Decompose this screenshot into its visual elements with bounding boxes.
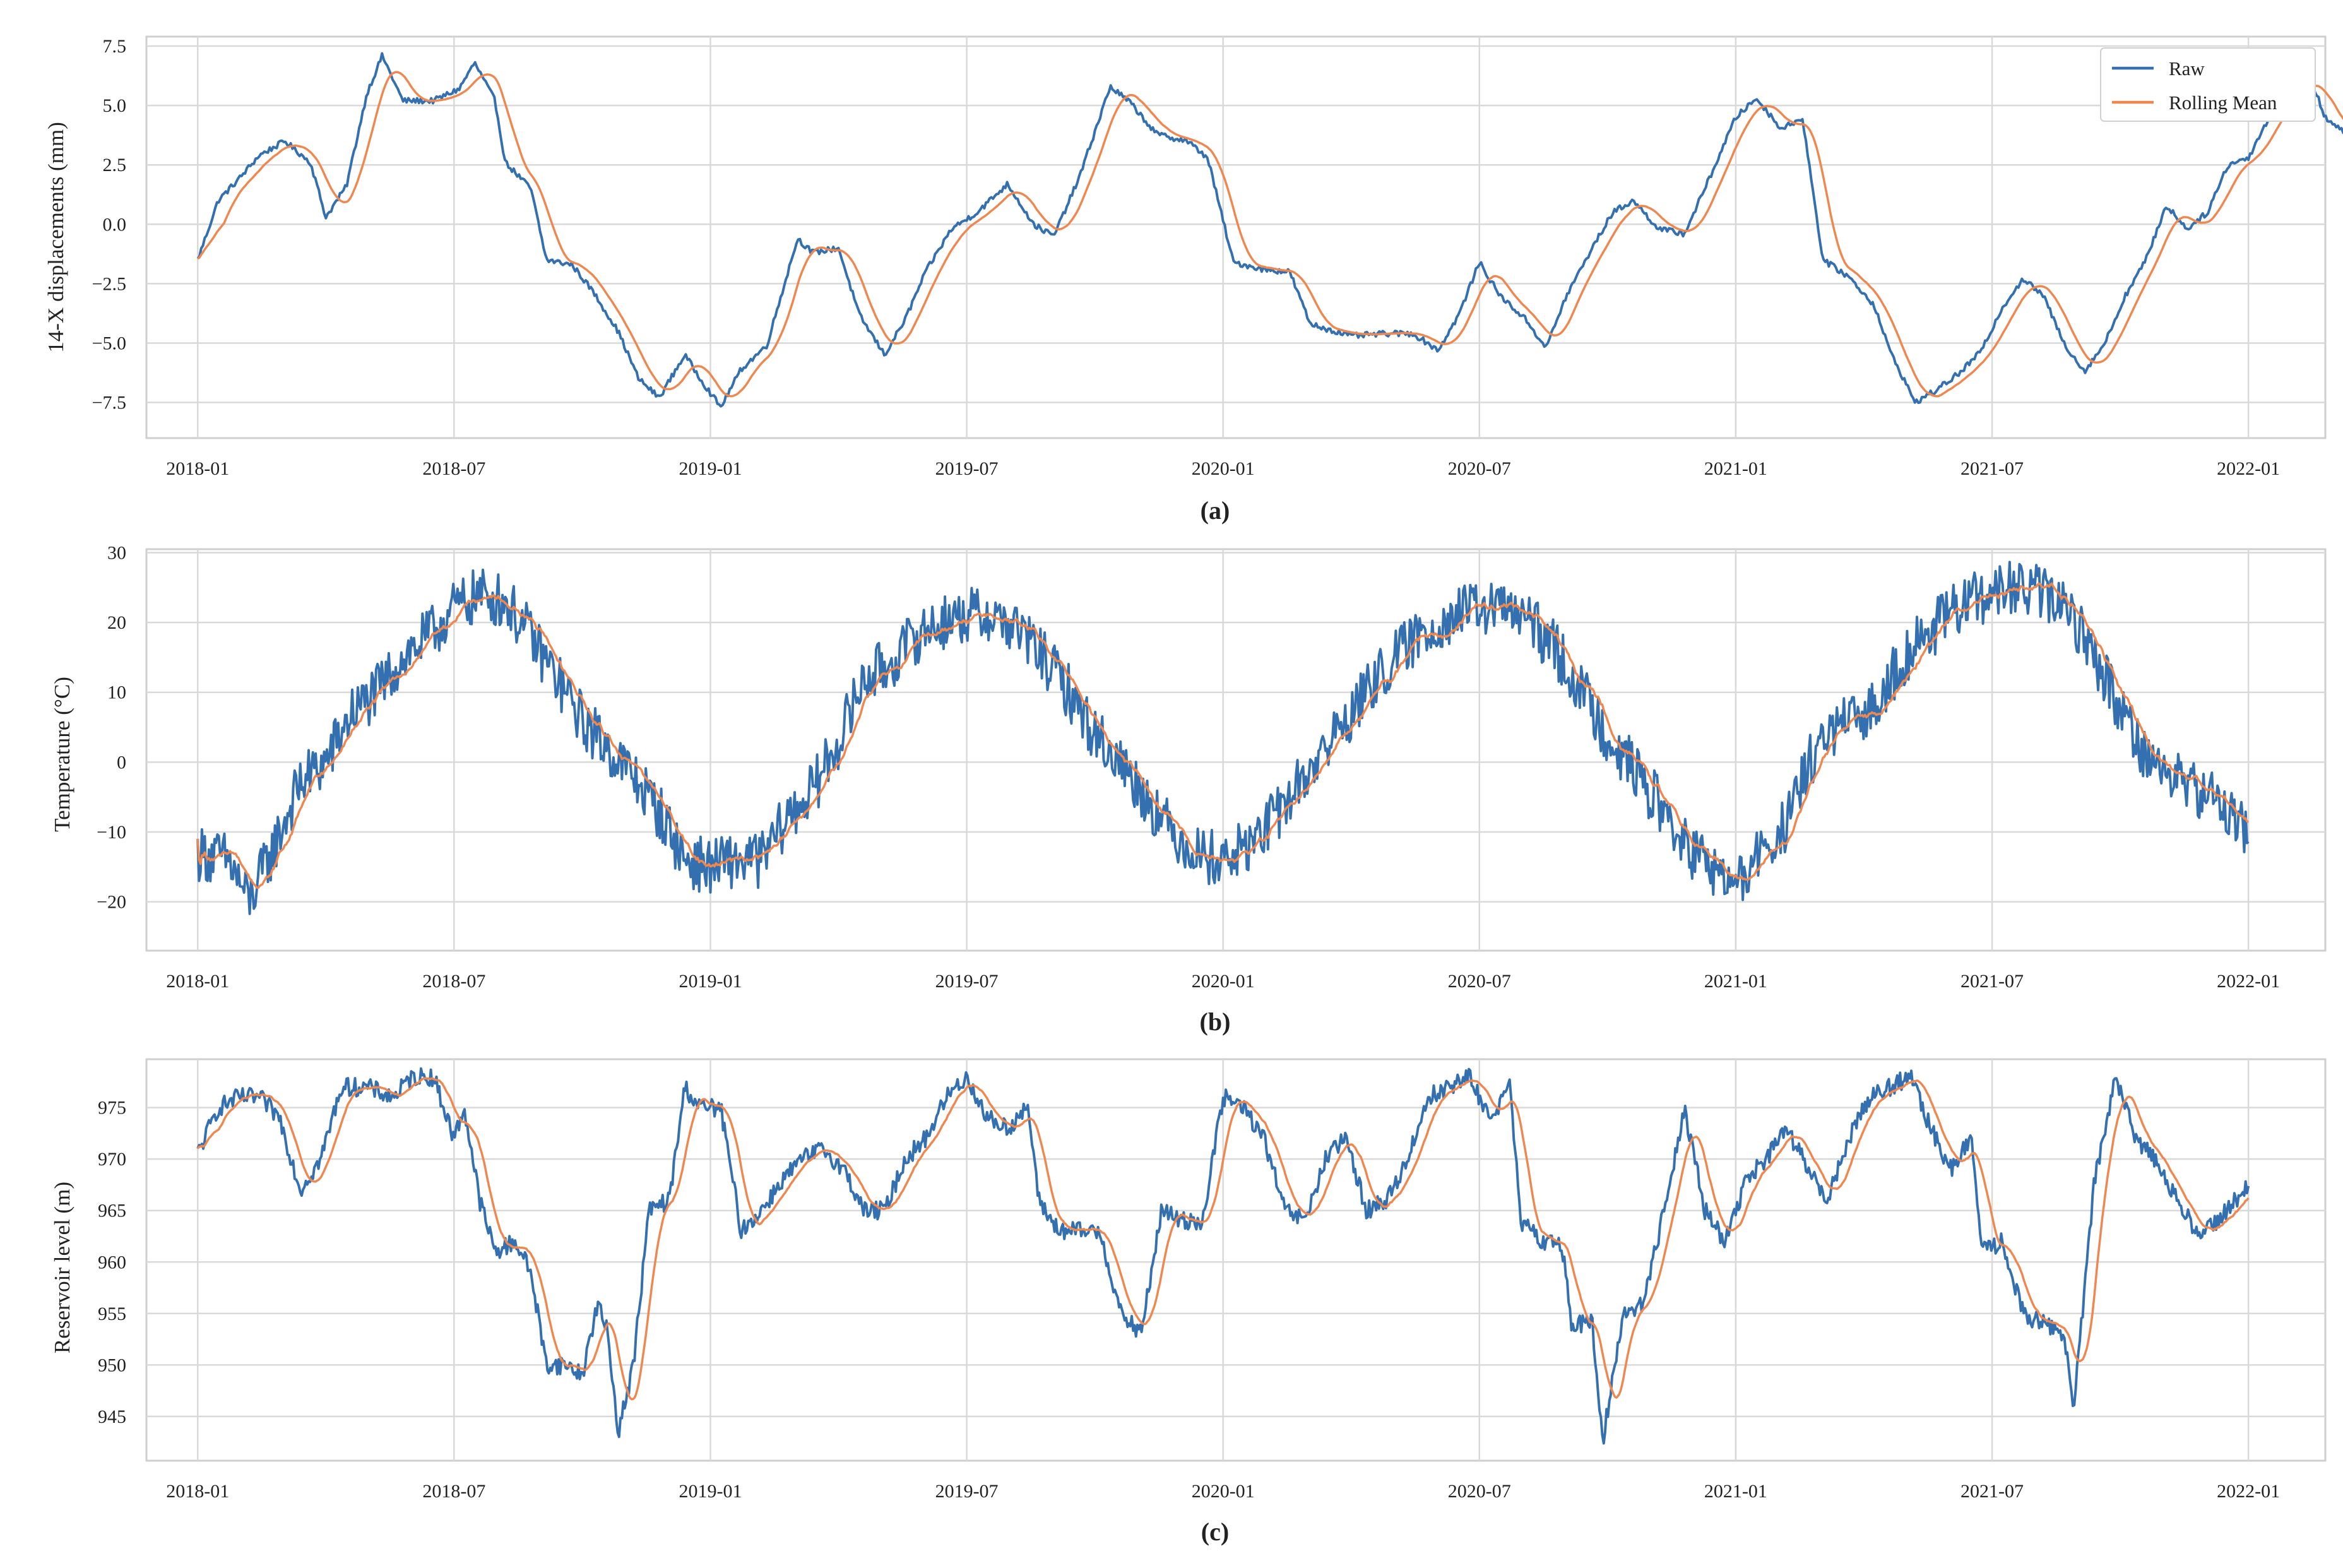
y-tick-label-c: 965 — [98, 1201, 126, 1221]
lines-a — [196, 52, 2343, 408]
x-tick-label-b: 2019-01 — [679, 971, 742, 992]
x-tick-label-a: 2021-01 — [1704, 458, 1767, 479]
y-tick-label-c: 955 — [98, 1304, 126, 1324]
series-line-raw-b — [196, 561, 2250, 915]
x-tick-label-c: 2018-07 — [422, 1481, 485, 1502]
panel-a: 2018-01 2018-07 2019-01 2019-07 2020-01 2020-… — [44, 35, 2343, 525]
x-tick-label-b: 2018-07 — [422, 971, 485, 992]
y-axis-label-c: Reservoir level (m) — [50, 1182, 74, 1353]
series-line-raw-a — [196, 52, 2343, 408]
legend-label-rolling: Rolling Mean — [2169, 92, 2277, 114]
x-tick-label-b: 2018-01 — [166, 971, 229, 992]
y-tick-label-b: 10 — [107, 682, 126, 703]
plot-area-a — [145, 35, 2327, 439]
grid-b — [146, 549, 2325, 951]
lines-c — [196, 1067, 2250, 1445]
x-tick-label-c: 2020-01 — [1192, 1481, 1255, 1502]
y-axis-label-a: 14-X displacements (mm) — [44, 122, 68, 352]
y-tick-label-a: 5.0 — [103, 95, 127, 116]
ticks-a: 2018-01 2018-07 2019-01 2019-07 2020-01 2020-… — [92, 36, 2281, 479]
panel-b: 2018-01 2018-07 2019-01 2019-07 2020-01 2020-… — [50, 543, 2327, 1036]
ticks-c: 2018-01 2018-07 2019-01 2019-07 2020-01 2020-… — [98, 1098, 2280, 1502]
legend-box — [2100, 47, 2316, 122]
x-tick-label-a: 2018-07 — [422, 458, 485, 479]
legend: Raw Rolling Mean — [2100, 47, 2316, 122]
series-line-rolling-mean-a — [197, 71, 2343, 398]
caption-c: (c) — [1201, 1518, 1229, 1546]
x-tick-label-b: 2021-01 — [1704, 971, 1767, 992]
panel-c: 2018-01 2018-07 2019-01 2019-07 2020-01 2020-… — [50, 1058, 2327, 1546]
caption-b: (b) — [1200, 1007, 1231, 1036]
y-tick-label-a: −5.0 — [92, 333, 126, 353]
x-tick-label-a: 2020-01 — [1192, 458, 1255, 479]
y-tick-label-c: 975 — [98, 1098, 126, 1119]
y-tick-label-a: 7.5 — [103, 36, 127, 57]
y-tick-label-b: −10 — [97, 822, 126, 843]
x-tick-label-a: 2021-07 — [1960, 458, 2024, 479]
y-tick-label-c: 960 — [98, 1252, 126, 1273]
y-tick-label-b: −20 — [97, 892, 126, 913]
x-tick-label-a: 2020-07 — [1448, 458, 1511, 479]
x-tick-label-c: 2020-07 — [1448, 1481, 1511, 1502]
y-tick-label-a: −7.5 — [92, 393, 126, 413]
y-axis-label-b: Temperature (°C) — [50, 677, 74, 832]
x-tick-label-a: 2019-01 — [679, 458, 742, 479]
x-tick-label-c: 2018-01 — [166, 1481, 229, 1502]
y-tick-label-a: 0.0 — [103, 214, 127, 235]
y-tick-label-b: 30 — [107, 543, 126, 564]
y-tick-label-a: 2.5 — [103, 155, 127, 175]
y-tick-label-c: 970 — [98, 1149, 126, 1170]
y-tick-label-a: −2.5 — [92, 273, 126, 294]
x-tick-label-b: 2019-07 — [935, 971, 999, 992]
x-tick-label-b: 2021-07 — [1960, 971, 2024, 992]
grid-c — [146, 1059, 2325, 1461]
y-tick-label-c: 950 — [98, 1355, 126, 1375]
lines-b — [196, 561, 2250, 915]
plot-area-c — [145, 1058, 2327, 1462]
x-tick-label-c: 2022-01 — [2217, 1481, 2280, 1502]
x-tick-label-a: 2018-01 — [166, 458, 229, 479]
legend-label-raw: Raw — [2169, 57, 2205, 80]
x-tick-label-c: 2021-01 — [1704, 1481, 1767, 1502]
x-tick-label-b: 2022-01 — [2217, 971, 2280, 992]
y-tick-label-b: 0 — [117, 752, 126, 773]
x-tick-label-b: 2020-01 — [1192, 971, 1255, 992]
x-tick-label-b: 2020-07 — [1448, 971, 1511, 992]
caption-a: (a) — [1201, 496, 1230, 525]
y-tick-label-b: 20 — [107, 612, 126, 633]
y-tick-label-c: 945 — [98, 1406, 126, 1427]
grid-a — [146, 37, 2325, 438]
x-tick-label-a: 2022-01 — [2217, 458, 2280, 479]
series-line-rolling-mean-c — [196, 1077, 2250, 1401]
x-tick-label-c: 2019-01 — [679, 1481, 742, 1502]
series-line-raw-c — [196, 1067, 2250, 1445]
ticks-b: 2018-01 2018-07 2019-01 2019-07 2020-01 2020-… — [97, 543, 2280, 992]
x-tick-label-c: 2019-07 — [935, 1481, 999, 1502]
x-tick-label-a: 2019-07 — [935, 458, 999, 479]
series-line-rolling-mean-b — [196, 582, 2249, 889]
x-tick-label-c: 2021-07 — [1960, 1481, 2024, 1502]
